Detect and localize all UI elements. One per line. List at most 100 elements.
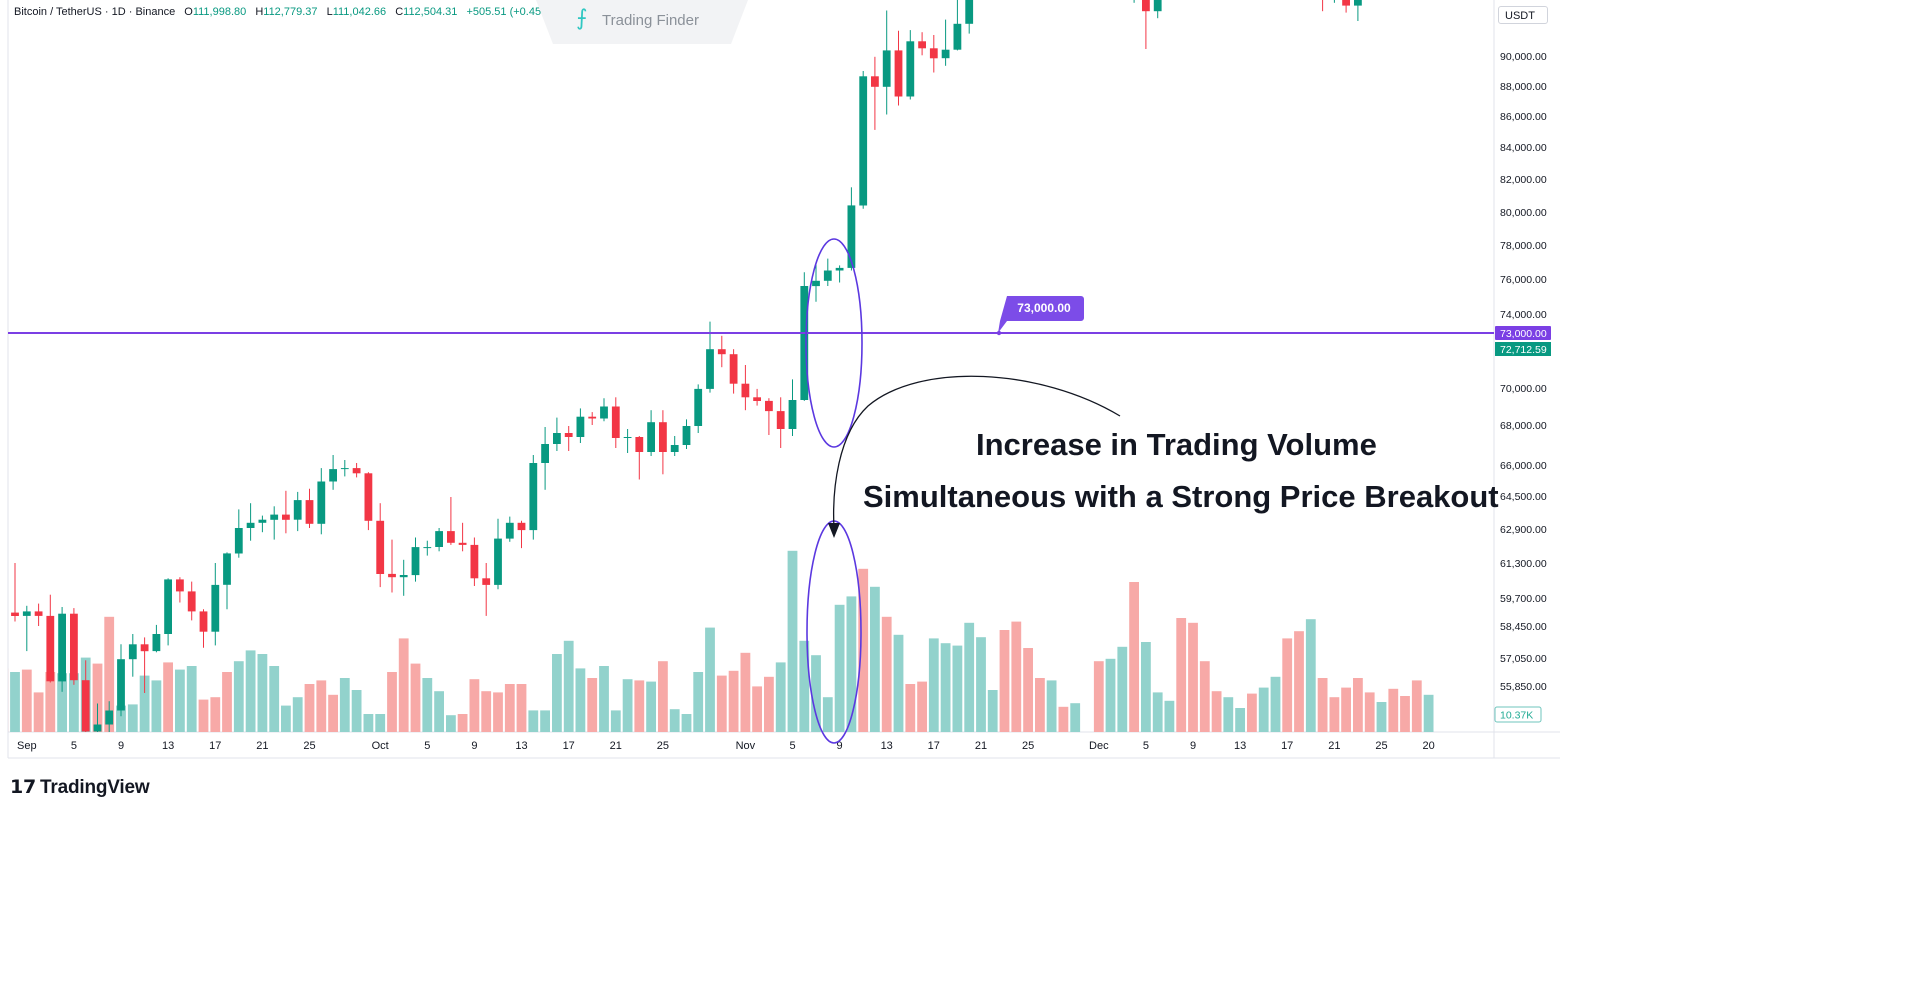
time-tick-label: 20 [1422,740,1434,752]
time-tick-label: Nov [736,740,756,752]
annotation-line-1: Increase in Trading Volume [976,427,1377,462]
candle [1133,0,1135,3]
candle-body [58,613,66,682]
candle [1142,0,1150,49]
candle-body [776,411,785,429]
candle [93,703,102,732]
volume-bar [446,715,456,732]
price-tick-label: 55,850.00 [1500,681,1547,693]
time-tick-label: 9 [837,740,843,752]
candle-body [835,267,844,271]
candle [670,436,679,456]
candle [835,265,844,283]
candle-body [847,205,856,268]
volume-bar [787,550,798,732]
volume-bar [1093,661,1104,732]
candle [941,19,950,66]
volume-bar [210,697,221,732]
time-tick-label: 9 [118,740,124,752]
candle-body [765,400,773,412]
candle-body [753,397,761,401]
volume-bar [634,680,645,732]
candle [823,258,832,286]
candle-body [494,538,502,585]
volume-bar [186,666,197,732]
candle-body [482,578,491,585]
volume-bar [1141,642,1151,732]
volume-bar [764,676,774,732]
candle [682,419,691,449]
last-price-tag-text: 72,712.59 [1500,344,1547,356]
candle [70,608,78,685]
candle-body [505,522,514,539]
volume-bar [398,638,409,732]
chart-svg[interactable]: 73,000.00 90,000.00 88,000.00 86,000.00 84,… [0,0,1560,820]
time-tick-label: 9 [1190,740,1196,752]
candle-body [435,531,443,547]
volume-bar [905,684,916,732]
volume-bar [316,680,327,732]
chart-area[interactable]: 73,000.00 90,000.00 88,000.00 86,000.00 84,… [0,0,1560,820]
candle [505,516,514,542]
price-tick-label: 62,900.00 [1500,524,1547,536]
symbol-name[interactable]: Bitcoin / TetherUS · 1D · Binance [14,6,176,18]
level-anchor [996,330,1002,336]
time-tick-label: Oct [372,740,389,752]
candle [411,537,420,582]
volume-bar [245,650,256,732]
volume-bar [1353,678,1363,732]
volume-bar [139,675,150,732]
price-tick-label: 58,450.00 [1500,621,1547,633]
volume-bar [811,655,821,732]
candle [258,515,267,533]
time-tick-label: 13 [1234,740,1246,752]
candle [1333,0,1335,3]
candle-body [340,468,349,470]
candle-body [93,724,102,732]
candle-body [223,553,231,585]
volume-bar [1152,692,1163,732]
volume-bar [1341,687,1351,732]
volume-bar [127,704,138,732]
volume-bar [775,662,786,732]
volume-bar [104,616,115,732]
candle [541,427,549,490]
volume-bar [8,668,9,732]
time-tick-label: 17 [928,740,940,752]
time-tick-label: 5 [789,740,795,752]
volume-bar [834,604,845,732]
volume-bar [1270,676,1281,732]
price-tick-label: 88,000.00 [1500,81,1547,93]
tradingview-logo[interactable]: 17 TradingView [10,776,150,799]
candle-body [929,48,938,59]
candle [482,563,491,616]
volume-bar [917,681,927,732]
open-value: 111,998.80 [192,6,247,18]
volume-value-tag-text: 10.37K [1500,710,1533,722]
candle-body [270,514,279,520]
candle [694,384,703,433]
volume-bar [151,680,162,732]
candle-body [140,644,149,652]
volume-bar [1023,648,1033,732]
candle-body [458,542,467,545]
time-tick-label: 5 [424,740,430,752]
candle [564,426,573,451]
candle [812,263,820,302]
candle-body [364,473,373,521]
candle [953,0,962,51]
time-tick-label: 17 [563,740,575,752]
candle-body [953,23,962,50]
volume-bar [870,586,880,732]
candle-body [1342,0,1350,6]
volume-bar [928,638,939,732]
volume-bar [1129,582,1139,732]
candle [553,417,561,451]
annotation-arrowhead [828,523,840,538]
price-tick-label: 61,300.00 [1500,558,1547,570]
candle-body [659,422,667,452]
currency-button[interactable]: USDT [1498,6,1548,24]
trading-finder-watermark: ⨍ Trading Finder [536,0,748,44]
symbol-header: Bitcoin / TetherUS · 1D · Binance O111,9… [14,6,555,18]
last-price-tag [1495,342,1551,356]
